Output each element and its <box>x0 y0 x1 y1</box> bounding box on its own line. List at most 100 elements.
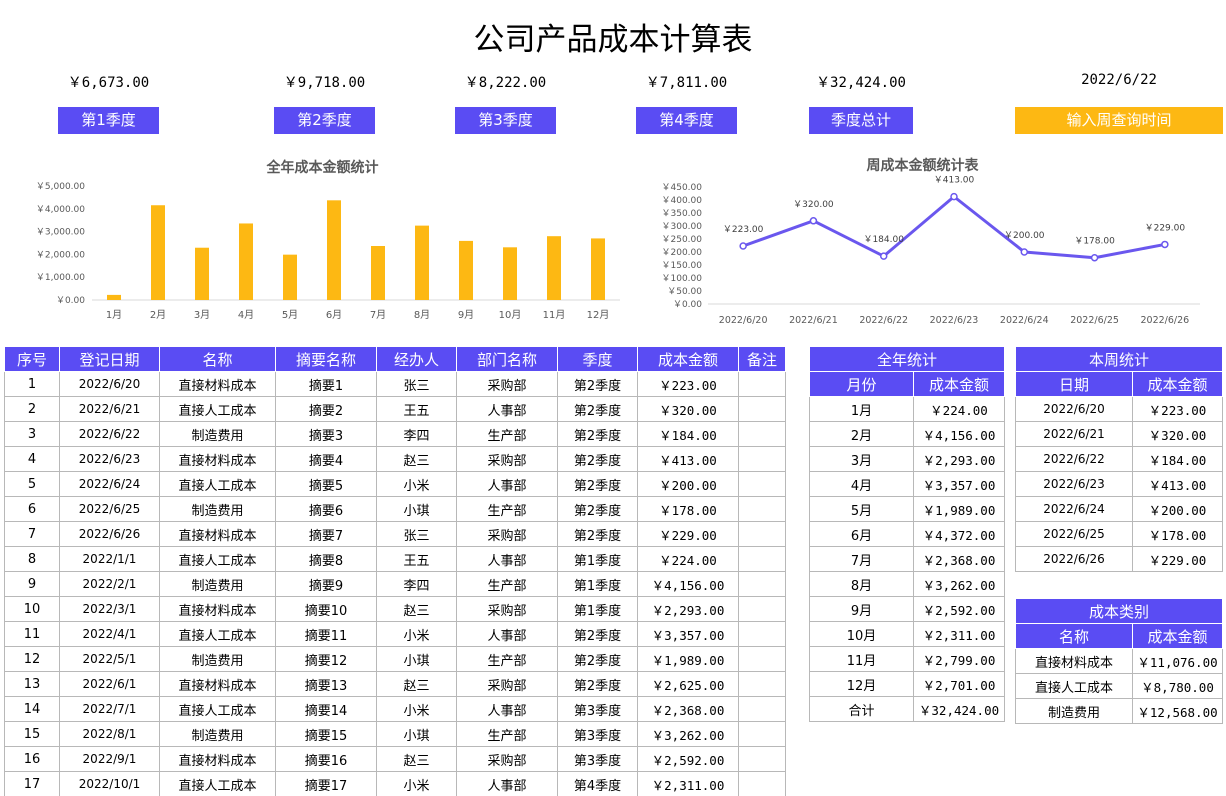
q1-button[interactable]: 第1季度 <box>58 107 159 134</box>
table-cell[interactable]: 摘要5 <box>275 471 377 497</box>
table-cell[interactable]: 2022/6/20 <box>59 371 160 397</box>
table-cell[interactable]: 12月 <box>809 671 914 697</box>
table-cell[interactable]: 11 <box>4 621 60 647</box>
table-cell[interactable]: 小琪 <box>376 721 457 747</box>
table-cell[interactable]: 2022/6/25 <box>59 496 160 522</box>
table-cell[interactable]: 采购部 <box>456 521 558 547</box>
table-cell[interactable]: 生产部 <box>456 496 558 522</box>
quarter-total-button[interactable]: 季度总计 <box>809 107 913 134</box>
table-cell[interactable]: 李四 <box>376 421 457 447</box>
table-cell[interactable]: 3 <box>4 421 60 447</box>
table-cell[interactable]: 直接材料成本 <box>159 371 276 397</box>
table-cell[interactable]: 直接人工成本 <box>159 471 276 497</box>
table-cell[interactable]: ￥320.00 <box>637 396 739 422</box>
table-cell[interactable]: 3月 <box>809 446 914 472</box>
table-cell[interactable]: 张三 <box>376 521 457 547</box>
table-cell[interactable]: 采购部 <box>456 596 558 622</box>
table-cell[interactable]: ￥1,989.00 <box>912 496 1006 522</box>
table-cell[interactable]: 小米 <box>376 771 457 796</box>
table-cell[interactable]: 生产部 <box>456 721 558 747</box>
table-cell[interactable]: 摘要16 <box>275 746 377 772</box>
table-cell[interactable]: 2022/10/1 <box>59 771 160 796</box>
table-cell[interactable]: 2 <box>4 396 60 422</box>
table-cell[interactable]: 制造费用 <box>159 421 276 447</box>
table-cell[interactable]: 1月 <box>809 396 914 422</box>
table-cell[interactable]: ￥413.00 <box>637 446 739 472</box>
query-date[interactable]: 2022/6/22 <box>1081 72 1157 88</box>
table-cell[interactable]: 第2季度 <box>557 496 638 522</box>
table-cell[interactable] <box>738 771 786 796</box>
table-cell[interactable]: 制造费用 <box>159 721 276 747</box>
table-cell[interactable]: 采购部 <box>456 446 558 472</box>
table-cell[interactable]: 小米 <box>376 621 457 647</box>
table-cell[interactable]: 小琪 <box>376 496 457 522</box>
table-cell[interactable]: 人事部 <box>456 471 558 497</box>
table-cell[interactable] <box>738 446 786 472</box>
table-cell[interactable]: 直接材料成本 <box>1015 648 1133 674</box>
table-cell[interactable]: 第2季度 <box>557 421 638 447</box>
table-cell[interactable]: 2022/6/26 <box>1015 546 1133 572</box>
table-cell[interactable] <box>738 546 786 572</box>
table-cell[interactable]: 2022/6/22 <box>1015 446 1133 472</box>
table-cell[interactable]: 6 <box>4 496 60 522</box>
table-cell[interactable]: 2022/8/1 <box>59 721 160 747</box>
table-cell[interactable] <box>738 696 786 722</box>
table-cell[interactable]: ￥32,424.00 <box>912 696 1006 722</box>
table-cell[interactable]: 摘要4 <box>275 446 377 472</box>
table-cell[interactable]: ￥2,293.00 <box>912 446 1006 472</box>
table-cell[interactable] <box>738 396 786 422</box>
table-cell[interactable]: 第2季度 <box>557 371 638 397</box>
table-cell[interactable]: 摘要13 <box>275 671 377 697</box>
table-cell[interactable]: 第1季度 <box>557 596 638 622</box>
table-cell[interactable]: 采购部 <box>456 746 558 772</box>
table-cell[interactable]: 5 <box>4 471 60 497</box>
table-cell[interactable] <box>738 496 786 522</box>
table-cell[interactable]: ￥3,262.00 <box>912 571 1006 597</box>
table-cell[interactable]: 15 <box>4 721 60 747</box>
table-cell[interactable]: 人事部 <box>456 771 558 796</box>
table-cell[interactable]: 赵三 <box>376 746 457 772</box>
table-cell[interactable] <box>738 471 786 497</box>
table-cell[interactable]: 直接材料成本 <box>159 596 276 622</box>
table-cell[interactable]: 摘要15 <box>275 721 377 747</box>
table-cell[interactable]: ￥3,262.00 <box>637 721 739 747</box>
table-cell[interactable]: 2022/5/1 <box>59 646 160 672</box>
table-cell[interactable] <box>738 646 786 672</box>
table-cell[interactable]: 2022/6/20 <box>1015 396 1133 422</box>
table-cell[interactable]: 11月 <box>809 646 914 672</box>
table-cell[interactable]: ￥3,357.00 <box>637 621 739 647</box>
table-cell[interactable]: ￥223.00 <box>1131 396 1224 422</box>
table-cell[interactable]: 4 <box>4 446 60 472</box>
table-cell[interactable]: 9月 <box>809 596 914 622</box>
table-cell[interactable]: 小米 <box>376 696 457 722</box>
table-cell[interactable]: 第4季度 <box>557 771 638 796</box>
table-cell[interactable]: 7月 <box>809 546 914 572</box>
table-cell[interactable]: 生产部 <box>456 571 558 597</box>
table-cell[interactable]: ￥12,568.00 <box>1131 698 1224 724</box>
table-cell[interactable]: 直接人工成本 <box>159 396 276 422</box>
table-cell[interactable]: 2022/6/1 <box>59 671 160 697</box>
table-cell[interactable]: 合计 <box>809 696 914 722</box>
table-cell[interactable]: ￥2,368.00 <box>637 696 739 722</box>
table-cell[interactable]: ￥3,357.00 <box>912 471 1006 497</box>
q4-button[interactable]: 第4季度 <box>636 107 737 134</box>
table-cell[interactable]: 小米 <box>376 471 457 497</box>
table-cell[interactable]: ￥224.00 <box>637 546 739 572</box>
table-cell[interactable]: ￥11,076.00 <box>1131 648 1224 674</box>
table-cell[interactable]: 4月 <box>809 471 914 497</box>
table-cell[interactable]: ￥1,989.00 <box>637 646 739 672</box>
table-cell[interactable]: ￥4,156.00 <box>912 421 1006 447</box>
table-cell[interactable]: 2022/6/24 <box>1015 496 1133 522</box>
table-cell[interactable]: 2022/6/21 <box>1015 421 1133 447</box>
table-cell[interactable]: ￥2,368.00 <box>912 546 1006 572</box>
table-cell[interactable]: 摘要2 <box>275 396 377 422</box>
table-cell[interactable]: ￥200.00 <box>1131 496 1224 522</box>
table-cell[interactable]: ￥2,293.00 <box>637 596 739 622</box>
table-cell[interactable]: 17 <box>4 771 60 796</box>
table-cell[interactable]: 赵三 <box>376 446 457 472</box>
table-cell[interactable]: 2022/6/23 <box>1015 471 1133 497</box>
table-cell[interactable]: 小琪 <box>376 646 457 672</box>
table-cell[interactable] <box>738 746 786 772</box>
table-cell[interactable]: 2022/3/1 <box>59 596 160 622</box>
table-cell[interactable]: 2022/2/1 <box>59 571 160 597</box>
